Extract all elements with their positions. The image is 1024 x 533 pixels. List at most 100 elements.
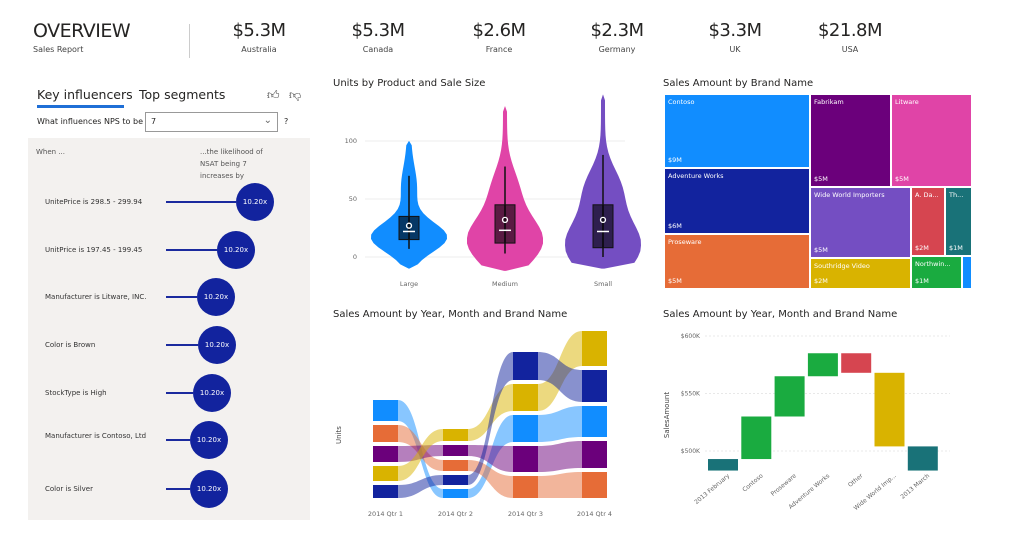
influence-bubble[interactable]: 10.20x: [193, 374, 231, 412]
treemap-tile[interactable]: Wide World Importers $5M: [811, 188, 910, 257]
tile-value: $5M: [814, 246, 828, 254]
waterfall-chart: $500K $550K $600K SalesAmount 2013 February C…: [663, 333, 950, 512]
tile-value: $1M: [915, 277, 929, 285]
influence-bubble[interactable]: 10.20x: [190, 421, 228, 459]
arrow-icon: [166, 439, 190, 441]
influence-bubble[interactable]: 10.20x: [198, 326, 236, 364]
influencer-label: Color is Brown: [45, 341, 96, 349]
mean-marker: [405, 222, 413, 229]
treemap-tile[interactable]: Contoso $9M: [665, 95, 809, 167]
treemap-tile[interactable]: Southridge Video $2M: [811, 259, 910, 288]
influencer-row[interactable]: Manufacturer is Contoso, Ltd 10.20x: [28, 420, 310, 460]
x-tick-label: Other: [847, 472, 865, 489]
x-tick-label: 2014 Qtr 3: [508, 510, 543, 518]
x-tick-label: 2014 Qtr 1: [368, 510, 403, 518]
ribbon-band: [398, 475, 443, 498]
arrow-icon: [166, 488, 190, 490]
x-tick-label: 2013 February: [693, 472, 731, 506]
waterfall-bar: [841, 353, 872, 373]
target-value-dropdown[interactable]: 7 ⌄: [145, 112, 278, 132]
ribbon-band: [538, 406, 582, 442]
ribbon-band: [538, 441, 582, 472]
ribbon-segment: [582, 331, 607, 366]
treemap-tile[interactable]: Proseware $5M: [665, 235, 809, 288]
tile-value: $9M: [668, 156, 682, 164]
ribbon-segment: [373, 425, 398, 442]
kpi-label: Germany: [598, 45, 636, 54]
treemap-tile[interactable]: A. Da... $2M: [912, 188, 944, 255]
kpi-card: $3.3M UK: [680, 20, 790, 54]
kpi-value: $5.3M: [351, 20, 405, 41]
header-divider: [189, 24, 190, 58]
y-axis-title: SalesAmount: [663, 392, 671, 438]
ribbon-band: [468, 384, 513, 441]
y-tick-label: 50: [349, 195, 357, 203]
treemap-tile[interactable]: Fabrikam $5M: [811, 95, 890, 186]
influencer-label: Manufacturer is Contoso, Ltd: [45, 432, 147, 440]
ribbon-segment: [513, 384, 538, 411]
ribbon-segment: [513, 415, 538, 442]
ribbon-segment: [443, 429, 468, 441]
treemap-tile[interactable]: Litware $5M: [892, 95, 971, 186]
col-effect: ...the likelihood of NSAT being 7 increa…: [200, 148, 263, 180]
influence-bubble[interactable]: 10.20x: [236, 183, 274, 221]
influence-bubble[interactable]: 10.20x: [217, 231, 255, 269]
ribbon-segment: [582, 406, 607, 437]
treemap-tile[interactable]: Th... $1M: [946, 188, 971, 255]
kpi-value: $21.8M: [817, 20, 883, 41]
kpi-card: $5.3M Canada: [323, 20, 433, 54]
influencers-panel: When ... ...the likelihood of NSAT being…: [28, 138, 310, 520]
ribbon-band: [538, 352, 582, 402]
x-tick-label: Medium: [492, 280, 518, 288]
treemap-tile[interactable]: Northwin... $1M: [912, 257, 961, 288]
ribbon-band: [468, 445, 513, 472]
tab-key-influencers[interactable]: Key influencers: [37, 87, 133, 102]
treemap-title: Sales Amount by Brand Name: [663, 78, 814, 89]
influencer-row[interactable]: UnitePrice is 298.5 - 299.94 10.20x: [28, 182, 310, 222]
ribbon-segment: [373, 466, 398, 481]
influencer-label: Manufacturer is Litware, INC.: [45, 293, 147, 301]
influencer-row[interactable]: UnitPrice is 197.45 - 199.45 10.20x: [28, 230, 310, 270]
tab-top-segments[interactable]: Top segments: [139, 87, 226, 102]
ribbon-segment: [443, 460, 468, 471]
mean-marker: [599, 216, 607, 224]
influencer-row[interactable]: Manufacturer is Litware, INC. 10.20x: [28, 277, 310, 317]
arrow-icon: [166, 249, 217, 251]
influencer-row[interactable]: StockType is High 10.20x: [28, 373, 310, 413]
active-tab-underline: [37, 105, 124, 108]
influencer-row[interactable]: Color is Silver 10.20x: [28, 469, 310, 509]
tile-name: Litware: [895, 98, 919, 106]
waterfall-bar: [874, 372, 905, 447]
thumbs-up-icon[interactable]: 👍︎: [267, 88, 280, 102]
influence-bubble[interactable]: 10.20x: [190, 470, 228, 508]
kpi-card: $2.6M France: [444, 20, 554, 54]
influencer-label: UnitePrice is 298.5 - 299.94: [45, 198, 143, 206]
arrow-icon: [166, 296, 197, 298]
box: [494, 204, 516, 244]
page-subtitle: Sales Report: [33, 45, 84, 54]
col-when: When ...: [36, 148, 66, 156]
tile-name: Contoso: [668, 98, 695, 106]
x-tick-label: Small: [594, 280, 612, 288]
influence-bubble[interactable]: 10.20x: [197, 278, 235, 316]
violin-title: Units by Product and Sale Size: [333, 78, 486, 89]
ribbon-segment: [443, 445, 468, 456]
y-tick-label: $500K: [681, 448, 701, 455]
ribbon-segment: [582, 472, 607, 498]
kpi-card: $21.8M USA: [795, 20, 905, 54]
treemap-tile[interactable]: Adventure Works $6M: [665, 169, 809, 233]
arrow-icon: [166, 392, 193, 394]
tile-value: $5M: [814, 175, 828, 183]
ribbon-chart: Units 2014 Qtr 1 2014 Qtr 2 2014 Qtr 3 2014 …: [335, 331, 612, 518]
waterfall-bar: [708, 459, 738, 471]
help-icon[interactable]: ?: [284, 117, 289, 126]
ribbon-segment: [373, 485, 398, 498]
ribbon-segment: [513, 476, 538, 498]
ribbon-segment: [443, 475, 468, 485]
treemap-tile[interactable]: [963, 257, 971, 288]
waterfall-bar: [741, 416, 772, 460]
ribbon-segment: [582, 441, 607, 468]
thumbs-down-icon[interactable]: 👎︎: [289, 88, 302, 102]
influencer-row[interactable]: Color is Brown 10.20x: [28, 325, 310, 365]
y-tick-label: $600K: [681, 333, 701, 340]
